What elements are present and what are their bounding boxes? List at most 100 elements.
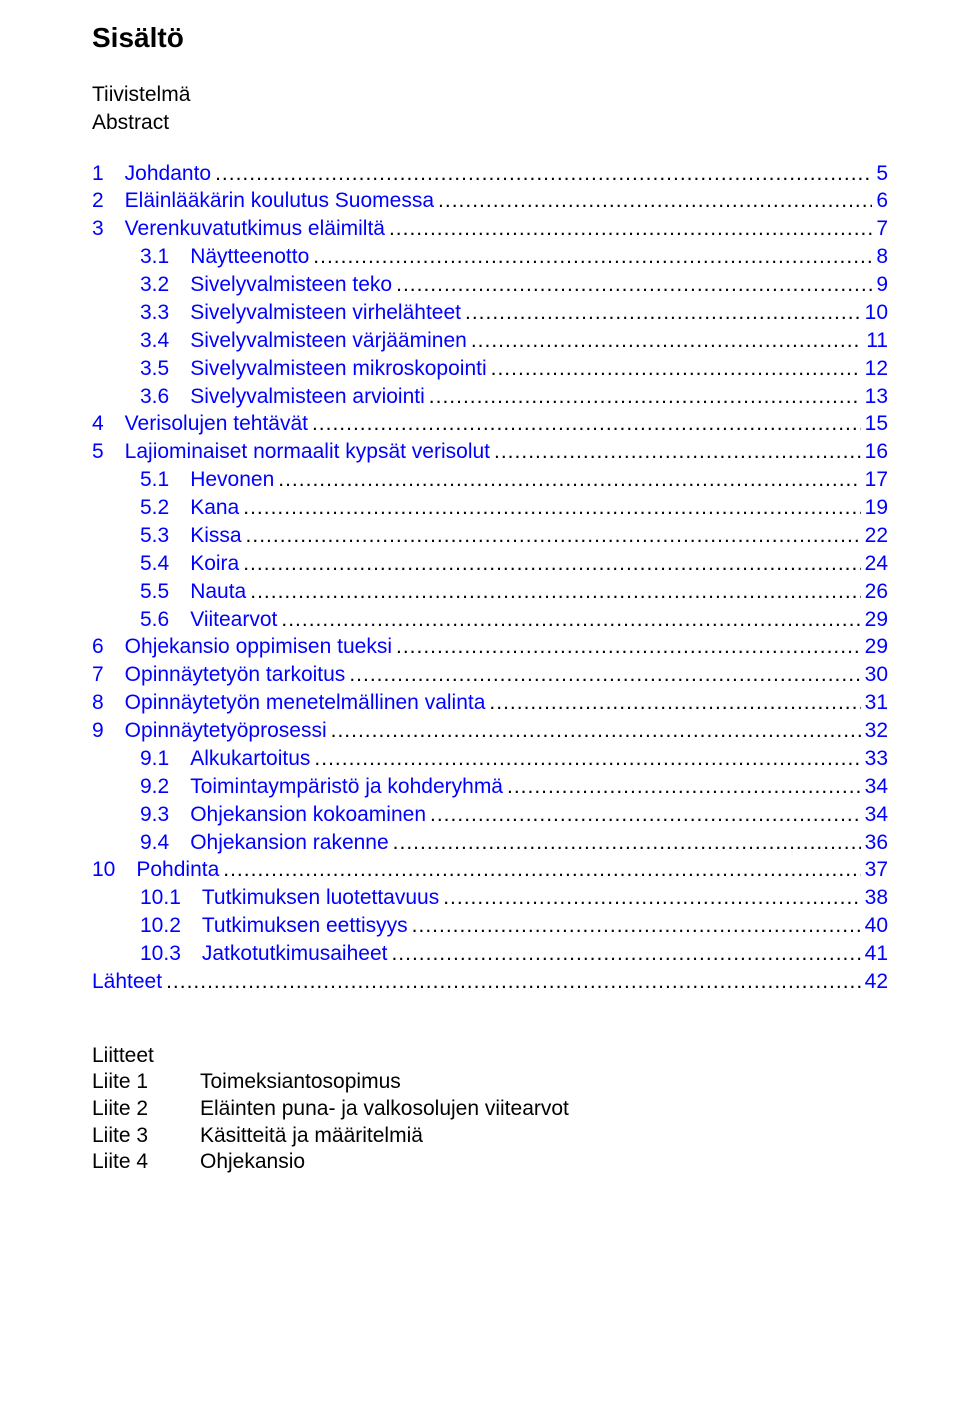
toc-row: 5.5 Nauta 26 — [92, 579, 888, 606]
toc-row: 3.6 Sivelyvalmisteen arviointi 13 — [92, 384, 888, 411]
toc-page-number[interactable]: 16 — [865, 439, 888, 466]
toc-row: 2 Eläinlääkärin koulutus Suomessa 6 — [92, 188, 888, 215]
toc-entry-label[interactable]: 3.4 Sivelyvalmisteen värjääminen — [140, 328, 467, 355]
toc-page-number[interactable]: 5 — [876, 161, 888, 188]
toc-entry-label[interactable]: 9.1 Alkukartoitus — [140, 746, 310, 773]
toc-entry-label[interactable]: 3.6 Sivelyvalmisteen arviointi — [140, 384, 425, 411]
toc-page-number[interactable]: 29 — [865, 634, 888, 661]
toc-entry-label[interactable]: 5 Lajiominaiset normaalit kypsät verisol… — [92, 439, 490, 466]
toc-page-number[interactable]: 8 — [876, 244, 888, 271]
toc-entry-label[interactable]: 10.1 Tutkimuksen luotettavuus — [140, 885, 439, 912]
toc-leader-dots — [507, 774, 861, 801]
toc-page-number[interactable]: 11 — [866, 328, 888, 355]
toc-leader-dots — [443, 885, 860, 912]
toc-entry-label[interactable]: 7 Opinnäytetyön tarkoitus — [92, 662, 345, 689]
toc-entry-label[interactable]: 5.2 Kana — [140, 495, 239, 522]
toc-entry-label[interactable]: 3.3 Sivelyvalmisteen virhelähteet — [140, 300, 461, 327]
toc-row: 5.1 Hevonen 17 — [92, 467, 888, 494]
toc-leader-dots — [312, 411, 861, 438]
toc-entry-label[interactable]: 10.2 Tutkimuksen eettisyys — [140, 913, 408, 940]
toc-page-number[interactable]: 38 — [865, 885, 888, 912]
toc-row: 6 Ohjekansio oppimisen tueksi 29 — [92, 634, 888, 661]
toc-leader-dots — [471, 328, 862, 355]
toc-page-number[interactable]: 33 — [865, 746, 888, 773]
toc-entry-label[interactable]: 5.3 Kissa — [140, 523, 242, 550]
toc-row: 5 Lajiominaiset normaalit kypsät verisol… — [92, 439, 888, 466]
toc-page-number[interactable]: 40 — [865, 913, 888, 940]
toc-page-number[interactable]: 34 — [865, 774, 888, 801]
toc-leader-dots — [465, 300, 861, 327]
table-of-contents: 1 Johdanto52 Eläinlääkärin koulutus Suom… — [92, 161, 888, 996]
toc-leader-dots — [491, 356, 861, 383]
toc-leader-dots — [349, 662, 860, 689]
toc-entry-label[interactable]: 10 Pohdinta — [92, 857, 219, 884]
toc-row: Lähteet 42 — [92, 969, 888, 996]
appendix-value: Eläinten puna- ja valkosolujen viitearvo… — [200, 1096, 569, 1123]
toc-entry-label[interactable]: 3 Verenkuvatutkimus eläimiltä — [92, 216, 385, 243]
toc-row: 9.4 Ohjekansion rakenne 36 — [92, 830, 888, 857]
toc-leader-dots — [166, 969, 861, 996]
toc-page-number[interactable]: 17 — [865, 467, 888, 494]
toc-leader-dots — [393, 830, 861, 857]
toc-entry-label[interactable]: 8 Opinnäytetyön menetelmällinen valinta — [92, 690, 485, 717]
toc-page-number[interactable]: 22 — [865, 523, 888, 550]
toc-page-number[interactable]: 19 — [865, 495, 888, 522]
toc-row: 7 Opinnäytetyön tarkoitus 30 — [92, 662, 888, 689]
toc-entry-label[interactable]: 10.3 Jatkotutkimusaiheet — [140, 941, 387, 968]
toc-leader-dots — [389, 216, 872, 243]
toc-page-number[interactable]: 15 — [865, 411, 888, 438]
toc-page-number[interactable]: 13 — [865, 384, 888, 411]
toc-row: 4 Verisolujen tehtävät 15 — [92, 411, 888, 438]
toc-row: 10 Pohdinta 37 — [92, 857, 888, 884]
toc-leader-dots — [243, 551, 860, 578]
toc-entry-label[interactable]: 3.2 Sivelyvalmisteen teko — [140, 272, 392, 299]
toc-page-number[interactable]: 41 — [865, 941, 888, 968]
appendix-row: Liite 1Toimeksiantosopimus — [92, 1069, 888, 1096]
toc-page-number[interactable]: 36 — [865, 830, 888, 857]
toc-entry-label[interactable]: 5.4 Koira — [140, 551, 239, 578]
toc-entry-label[interactable]: 5.5 Nauta — [140, 579, 246, 606]
toc-page-number[interactable]: 31 — [865, 690, 888, 717]
toc-entry-label[interactable]: 5.1 Hevonen — [140, 467, 274, 494]
document-page: Sisältö TiivistelmäAbstract 1 Johdanto52… — [0, 0, 960, 1216]
toc-page-number[interactable]: 12 — [865, 356, 888, 383]
toc-entry-label[interactable]: 1 Johdanto — [92, 161, 211, 188]
toc-page-number[interactable]: 24 — [865, 551, 888, 578]
toc-entry-label[interactable]: 9.3 Ohjekansion kokoaminen — [140, 802, 426, 829]
toc-page-number[interactable]: 7 — [876, 216, 888, 243]
toc-entry-label[interactable]: 9.2 Toimintaympäristö ja kohderyhmä — [140, 774, 503, 801]
toc-page-number[interactable]: 37 — [865, 857, 888, 884]
toc-page-number[interactable]: 9 — [876, 272, 888, 299]
toc-row: 5.2 Kana 19 — [92, 495, 888, 522]
toc-page-number[interactable]: 32 — [865, 718, 888, 745]
toc-entry-label[interactable]: 3.5 Sivelyvalmisteen mikroskopointi — [140, 356, 487, 383]
toc-leader-dots — [243, 495, 860, 522]
toc-entry-label[interactable]: 2 Eläinlääkärin koulutus Suomessa — [92, 188, 434, 215]
toc-row: 5.4 Koira 24 — [92, 551, 888, 578]
appendix-key: Liite 4 — [92, 1149, 200, 1176]
toc-leader-dots — [396, 634, 861, 661]
toc-page-number[interactable]: 42 — [865, 969, 888, 996]
toc-row: 3.2 Sivelyvalmisteen teko 9 — [92, 272, 888, 299]
toc-page-number[interactable]: 30 — [865, 662, 888, 689]
pre-toc-item: Abstract — [92, 110, 888, 136]
toc-page-number[interactable]: 29 — [865, 607, 888, 634]
toc-page-number[interactable]: 6 — [876, 188, 888, 215]
toc-entry-label[interactable]: 9 Opinnäytetyöprosessi — [92, 718, 327, 745]
toc-page-number[interactable]: 34 — [865, 802, 888, 829]
toc-entry-label[interactable]: 4 Verisolujen tehtävät — [92, 411, 308, 438]
toc-entry-label[interactable]: Lähteet — [92, 969, 162, 996]
toc-leader-dots — [429, 384, 861, 411]
appendix-row: Liite 2Eläinten puna- ja valkosolujen vi… — [92, 1096, 888, 1123]
toc-leader-dots — [489, 690, 860, 717]
toc-entry-label[interactable]: 5.6 Viitearvot — [140, 607, 277, 634]
toc-row: 1 Johdanto 5 — [92, 161, 888, 188]
toc-page-number[interactable]: 10 — [865, 300, 888, 327]
appendix-key: Liite 1 — [92, 1069, 200, 1096]
toc-row: 3.3 Sivelyvalmisteen virhelähteet 10 — [92, 300, 888, 327]
toc-page-number[interactable]: 26 — [865, 579, 888, 606]
toc-entry-label[interactable]: 9.4 Ohjekansion rakenne — [140, 830, 389, 857]
toc-leader-dots — [430, 802, 861, 829]
toc-entry-label[interactable]: 6 Ohjekansio oppimisen tueksi — [92, 634, 392, 661]
toc-entry-label[interactable]: 3.1 Näytteenotto — [140, 244, 309, 271]
